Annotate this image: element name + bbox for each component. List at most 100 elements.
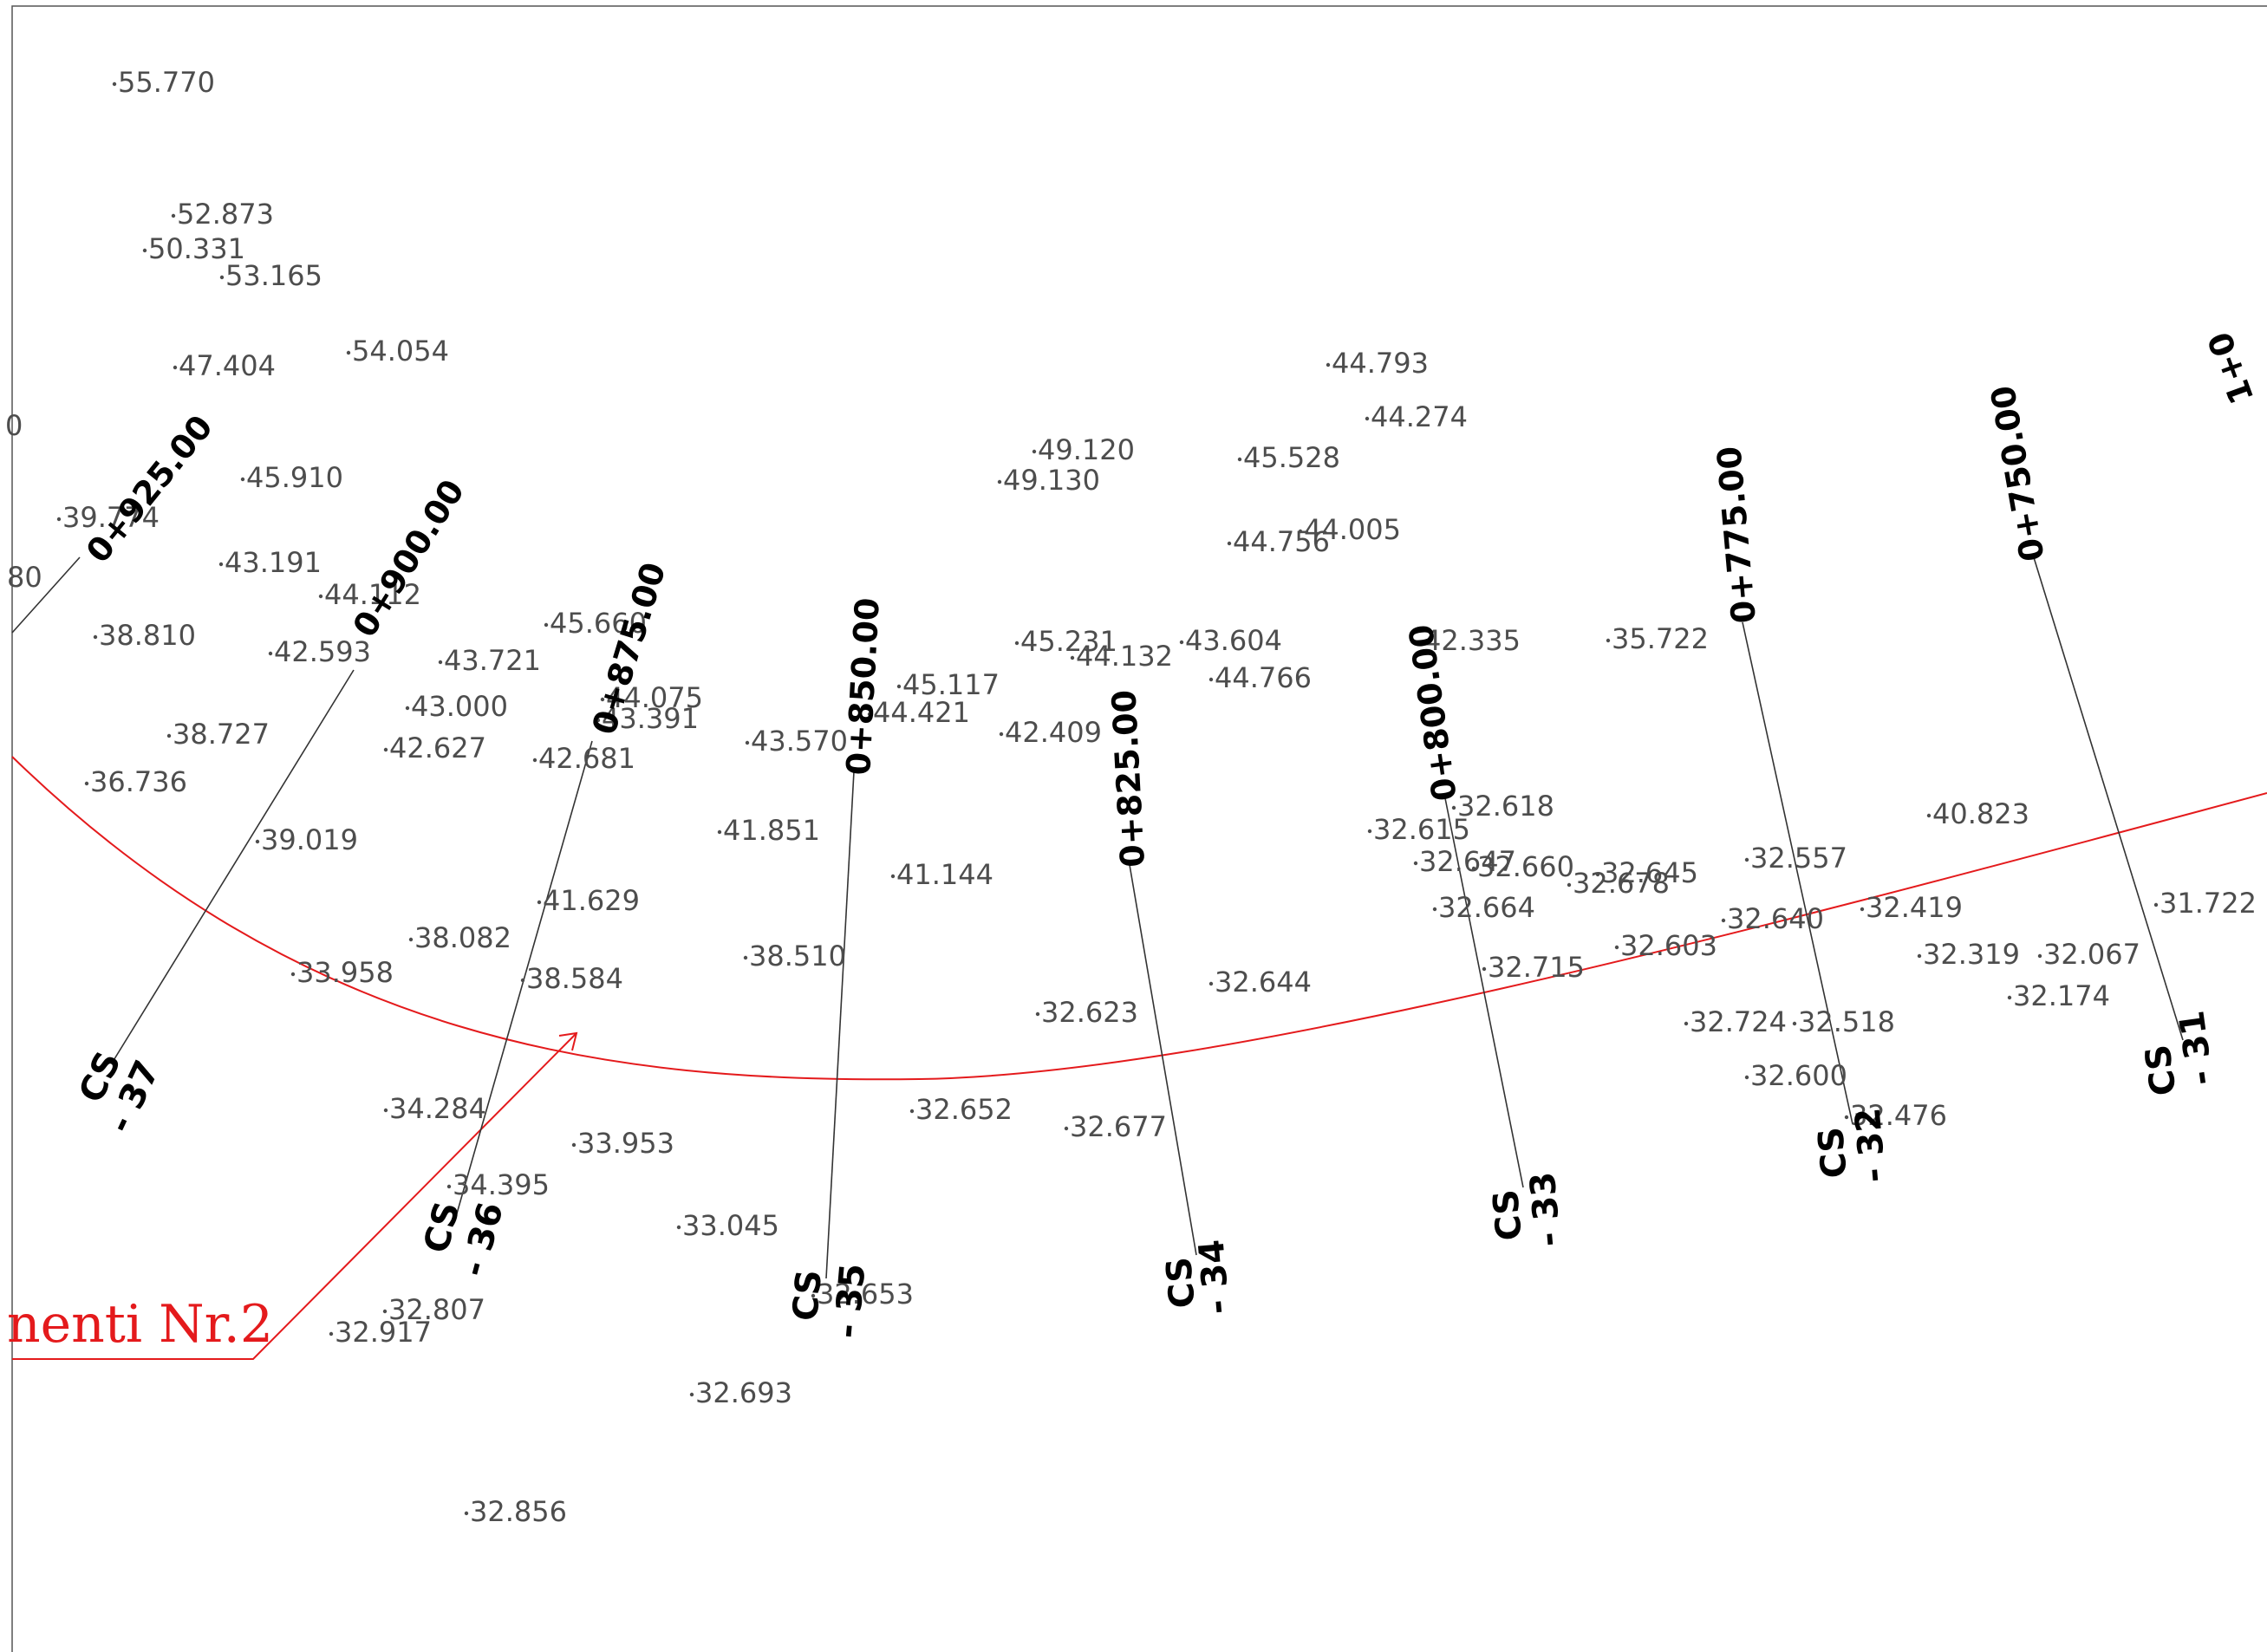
svg-text:44.421: 44.421 [873, 696, 970, 729]
spot-elevation: 32.856 [464, 1495, 567, 1528]
spot-elevation: 32.652 [909, 1093, 1013, 1126]
spot-elevation: 32.618 [1451, 790, 1554, 823]
svg-text:32.647: 32.647 [1419, 845, 1516, 878]
spot-elevation: 32.678 [1567, 867, 1670, 900]
svg-text:41.629: 41.629 [543, 884, 640, 917]
chainage-label: 0+775.00 [1710, 445, 1763, 625]
svg-text:32.518: 32.518 [1798, 1005, 1895, 1038]
spot-elevation: 39.774 [56, 501, 160, 534]
svg-text:33.953: 33.953 [577, 1127, 674, 1160]
cross-section-name: CS [785, 1268, 830, 1323]
svg-text:32.645: 32.645 [1601, 856, 1698, 889]
spot-elevation: 43.000 [405, 690, 508, 723]
spot-elevation: 38.082 [408, 921, 511, 954]
cross-section-number: - 32 [1848, 1106, 1894, 1184]
svg-text:32.476: 32.476 [1850, 1099, 1947, 1132]
svg-text:32.653: 32.653 [817, 1278, 914, 1311]
svg-text:45.231: 45.231 [1020, 625, 1117, 658]
spot-elevation: 44.756 [1227, 525, 1330, 558]
svg-text:32.600: 32.600 [1750, 1059, 1847, 1092]
spot-elevation: 45.660 [544, 607, 647, 640]
svg-text:44.766: 44.766 [1215, 661, 1312, 694]
svg-text:32.644: 32.644 [1215, 966, 1312, 998]
spot-elevation: 32.647 [1413, 845, 1516, 878]
section-line [1444, 797, 1524, 1188]
chainage-label: 0+825.00 [1104, 689, 1152, 868]
svg-text:32.174: 32.174 [2013, 979, 2110, 1012]
spot-elevation: 33.958 [290, 956, 394, 989]
section-line [112, 669, 355, 1063]
svg-text:32.603: 32.603 [1620, 929, 1717, 962]
spot-elevation: 32.600 [1744, 1059, 1847, 1092]
spot-elevation: 49.120 [1032, 433, 1135, 466]
svg-text:32.724: 32.724 [1690, 1005, 1787, 1038]
spot-elevations: 55.770 52.873 50.331 53.165 47.404 54.05… [56, 66, 2257, 1528]
spot-elevation: 32.693 [689, 1376, 792, 1409]
svg-text:36.736: 36.736 [90, 765, 187, 798]
section-line [456, 740, 593, 1214]
spot-elevation: 41.851 [717, 814, 820, 847]
section-line [2032, 554, 2184, 1041]
section-line [1129, 864, 1197, 1256]
spot-elevation: 32.419 [1860, 891, 1963, 924]
spot-elevation: 38.510 [743, 940, 846, 972]
spot-elevation: 38.810 [93, 619, 196, 652]
spot-elevation: 45.910 [240, 461, 343, 494]
alignment-centerline [11, 756, 2267, 1081]
svg-text:43.604: 43.604 [1185, 624, 1282, 657]
spot-elevation: 32.677 [1064, 1110, 1167, 1143]
spot-elevation: 44.005 [1298, 513, 1401, 546]
svg-text:44.756: 44.756 [1233, 525, 1330, 558]
spot-elevation: 34.395 [446, 1168, 550, 1201]
svg-text:32.856: 32.856 [470, 1495, 567, 1528]
chainage-label: 0+750.00 [1984, 383, 2052, 564]
svg-text:42.409: 42.409 [1005, 716, 1102, 749]
section-line [825, 771, 855, 1279]
spot-elevation: 32.174 [2007, 979, 2110, 1012]
svg-text:38.082: 38.082 [414, 921, 511, 954]
spot-elevation: 32.615 [1367, 813, 1470, 846]
spot-elevation: 41.144 [890, 858, 993, 891]
svg-text:44.075: 44.075 [606, 681, 703, 714]
svg-text:42.593: 42.593 [274, 635, 371, 668]
annotation-leader [12, 1032, 577, 1360]
spot-elevation: 47.404 [173, 349, 276, 382]
spot-elevation: 52.873 [171, 198, 274, 231]
svg-text:32.623: 32.623 [1041, 996, 1138, 1029]
svg-text:31.722: 31.722 [2160, 887, 2257, 920]
cross-section-name: CS [1811, 1125, 1855, 1180]
spot-elevation: 42.681 [532, 742, 635, 775]
spot-elevation: 45.117 [896, 668, 1000, 701]
svg-text:44.274: 44.274 [1371, 400, 1468, 433]
spot-elevation: 55.770 [112, 66, 215, 99]
spot-elevation: 42.593 [268, 635, 371, 668]
section-line [11, 556, 81, 634]
svg-text:32.557: 32.557 [1750, 842, 1847, 875]
svg-text:32.660: 32.660 [1477, 850, 1574, 883]
spot-elevation: 32.603 [1614, 929, 1717, 962]
svg-text:32.652: 32.652 [915, 1093, 1013, 1126]
cross-section-number: - 33 [1523, 1170, 1569, 1248]
svg-text:32.319: 32.319 [1923, 938, 2020, 971]
svg-text:32.917: 32.917 [335, 1316, 432, 1349]
spot-elevation: 44.075 [600, 681, 703, 714]
spot-elevation: 54.054 [346, 335, 449, 367]
spot-elevation: 44.793 [1326, 347, 1429, 380]
svg-text:45.910: 45.910 [246, 461, 343, 494]
spot-elevation: 32.645 [1595, 856, 1698, 889]
svg-text:40.823: 40.823 [1932, 797, 2029, 830]
svg-text:49.130: 49.130 [1003, 464, 1100, 497]
spot-elevation: 32.518 [1792, 1005, 1895, 1038]
spot-elevation: 36.736 [84, 765, 187, 798]
svg-text:43.391: 43.391 [602, 702, 699, 735]
svg-text:35.722: 35.722 [1612, 622, 1709, 655]
spot-elevation: 32.917 [329, 1316, 432, 1349]
svg-text:32.419: 32.419 [1866, 891, 1963, 924]
svg-text:32.664: 32.664 [1438, 891, 1535, 924]
svg-text:42.681: 42.681 [538, 742, 635, 775]
partial-label: 80 [7, 561, 42, 594]
drawing-frame [11, 5, 2267, 1652]
svg-text:32.715: 32.715 [1488, 951, 1585, 984]
spot-elevation: 43.191 [218, 546, 322, 579]
partial-label: 0 [5, 409, 23, 442]
